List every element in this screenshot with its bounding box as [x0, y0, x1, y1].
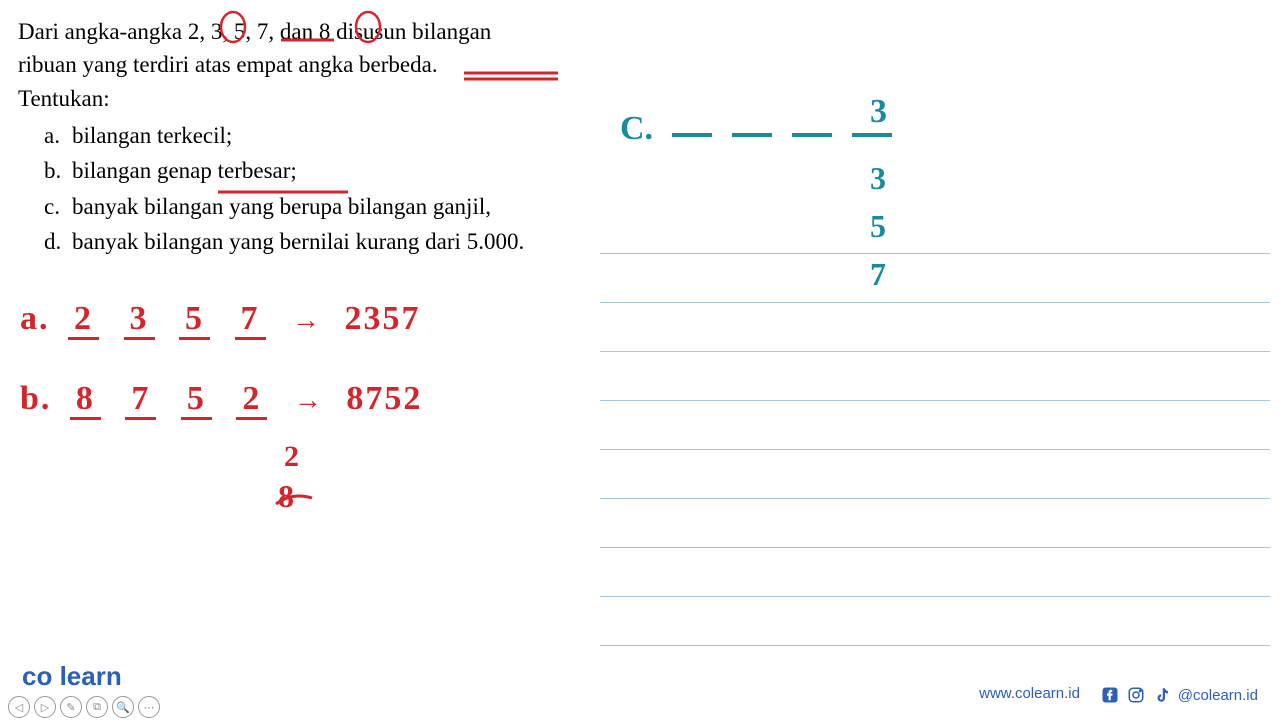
logo-dot: [52, 661, 59, 691]
ruled-lines: [600, 205, 1270, 646]
extra-2: 2: [284, 440, 299, 474]
answer-b-digit: 8: [70, 380, 101, 420]
answer-b-label: b.: [20, 380, 51, 417]
answer-a-digit: 2: [68, 300, 99, 340]
facebook-icon[interactable]: [1100, 685, 1120, 705]
answer-c-label: C.: [620, 110, 653, 147]
answer-a-digit: 3: [124, 300, 155, 340]
tiktok-icon[interactable]: [1152, 685, 1172, 705]
answer-b-result: 8752: [346, 380, 422, 417]
answer-b-digit: 5: [181, 380, 212, 420]
question-block: Dari angka-angka 2, 3, 5, 7, dan 8 disus…: [18, 15, 578, 260]
social-handle: @colearn.id: [1178, 687, 1258, 704]
question-item-c: c. banyak bilangan yang berupa bilangan …: [44, 190, 578, 223]
answer-a-digit: 5: [179, 300, 210, 340]
ruled-line: [600, 303, 1270, 352]
instagram-icon[interactable]: [1126, 685, 1146, 705]
item-text: bilangan genap terbesar;: [72, 154, 578, 187]
answer-a-result: 2357: [345, 300, 421, 337]
ruled-line: [600, 499, 1270, 548]
zoom-button[interactable]: 🔍: [112, 696, 134, 718]
intro-line-1: Dari angka-angka 2, 3, 5, 7, dan 8 disus…: [18, 19, 491, 44]
ruled-line: [600, 254, 1270, 303]
prev-button[interactable]: ◁: [8, 696, 30, 718]
answer-a-label: a.: [20, 300, 50, 337]
intro-line-2: ribuan yang terdiri atas empat angka ber…: [18, 52, 438, 77]
question-list: a. bilangan terkecil; b. bilangan genap …: [18, 119, 578, 258]
logo-co: co: [22, 661, 52, 691]
answer-a-handwriting: a. 2 3 5 7 → 2357: [20, 300, 421, 338]
answer-c-top-digit: 3: [870, 93, 887, 131]
colearn-logo: co learn: [22, 661, 122, 692]
more-button[interactable]: ⋯: [138, 696, 160, 718]
answer-b-digit: 7: [125, 380, 156, 420]
playback-controls: ◁ ▷ ✎ ⧉ 🔍 ⋯: [8, 696, 160, 718]
footer: co learn ◁ ▷ ✎ ⧉ 🔍 ⋯ www.colearn.id @col…: [0, 670, 1280, 720]
arrow-icon: →: [294, 385, 324, 416]
item-label: a.: [44, 119, 72, 152]
answer-a-digit: 7: [235, 300, 266, 340]
ruled-line: [600, 597, 1270, 646]
answer-c-handwriting: C.: [620, 110, 892, 149]
answer-b-digit: 2: [236, 380, 267, 420]
arrow-icon: →: [292, 305, 322, 336]
answer-b-handwriting: b. 8 7 5 2 → 8752: [20, 380, 422, 418]
ruled-line: [600, 352, 1270, 401]
question-item-a: a. bilangan terkecil;: [44, 119, 578, 152]
item-label: c.: [44, 190, 72, 223]
website-url: www.colearn.id: [979, 685, 1080, 702]
extra-8-value: 8: [278, 478, 294, 514]
answer-c-col-1: 3: [870, 160, 886, 197]
pen-button[interactable]: ✎: [60, 696, 82, 718]
ruled-line: [600, 205, 1270, 254]
next-button[interactable]: ▷: [34, 696, 56, 718]
question-item-b: b. bilangan genap terbesar;: [44, 154, 578, 187]
screen-button[interactable]: ⧉: [86, 696, 108, 718]
social-links: @colearn.id: [1100, 685, 1258, 705]
item-text: banyak bilangan yang berupa bilangan gan…: [72, 190, 578, 223]
question-intro: Dari angka-angka 2, 3, 5, 7, dan 8 disus…: [18, 15, 578, 115]
ruled-line: [600, 401, 1270, 450]
intro-line-3: Tentukan:: [18, 86, 110, 111]
item-label: b.: [44, 154, 72, 187]
item-text: bilangan terkecil;: [72, 119, 578, 152]
ruled-line: [600, 450, 1270, 499]
item-label: d.: [44, 225, 72, 258]
question-item-d: d. banyak bilangan yang bernilai kurang …: [44, 225, 578, 258]
item-text: banyak bilangan yang bernilai kurang dar…: [72, 225, 578, 258]
logo-learn: learn: [60, 661, 122, 691]
ruled-line: [600, 548, 1270, 597]
extra-8-crossed: 8: [278, 478, 294, 515]
